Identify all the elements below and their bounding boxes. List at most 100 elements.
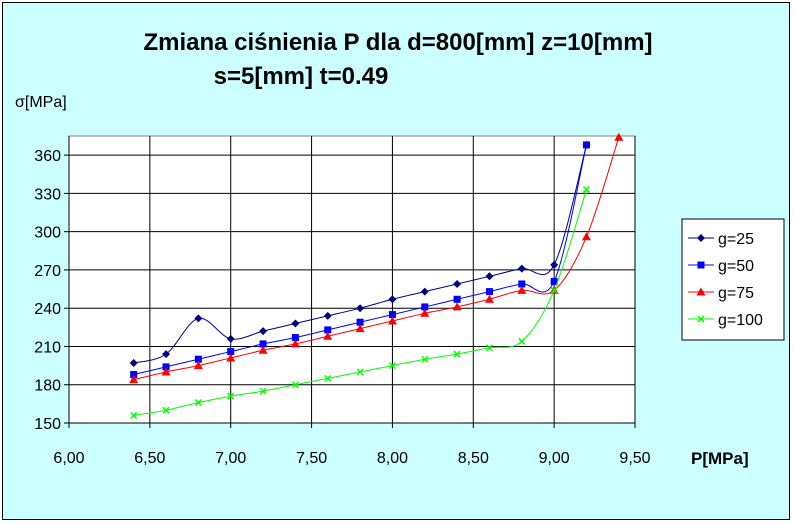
data-point <box>388 311 396 319</box>
data-point <box>421 303 429 311</box>
y-tick-label: 360 <box>34 148 61 165</box>
data-point <box>259 387 267 395</box>
x-tick-label: 6,00 <box>53 450 84 467</box>
data-point <box>485 344 493 352</box>
y-tick-label: 210 <box>34 339 61 356</box>
x-tick-label: 6,50 <box>134 450 165 467</box>
data-point <box>258 345 268 354</box>
data-point <box>130 411 138 419</box>
gridlines <box>64 136 636 428</box>
x-tick-label: 7,00 <box>215 450 246 467</box>
data-point <box>259 327 268 336</box>
plot-area <box>68 135 636 424</box>
legend-marker <box>697 261 705 269</box>
data-point <box>485 272 494 281</box>
series-2 <box>130 141 590 379</box>
data-point <box>130 371 138 379</box>
data-point <box>162 406 170 414</box>
data-point <box>421 355 429 363</box>
chart-title-line-2: s=5[mm] t=0.49 <box>214 63 389 90</box>
data-point <box>356 318 364 326</box>
data-point <box>484 294 494 303</box>
data-point <box>323 331 333 340</box>
data-point <box>387 316 397 325</box>
data-point <box>582 141 590 149</box>
legend-entry: g=75 <box>688 285 754 302</box>
x-axis-label: P[MPa] <box>691 449 749 468</box>
y-tick-label: 270 <box>34 263 61 280</box>
data-point <box>582 186 591 194</box>
data-point <box>290 339 300 348</box>
data-point <box>550 277 558 285</box>
series-line <box>133 137 620 381</box>
y-tick-label: 330 <box>34 186 61 203</box>
x-tick-label: 8,50 <box>458 450 489 467</box>
data-point <box>162 363 170 371</box>
legend-marker <box>697 315 705 323</box>
data-point <box>291 319 300 328</box>
data-point <box>129 375 139 384</box>
data-point <box>614 132 624 141</box>
data-point <box>227 392 235 400</box>
data-point <box>518 280 526 288</box>
legend-label: g=50 <box>718 258 754 275</box>
data-point <box>259 340 267 348</box>
x-tick-label: 7,50 <box>296 450 327 467</box>
legend-items: g=25 g=50 g=75 g=100 <box>688 231 763 329</box>
x-tick-label: 8,00 <box>377 450 408 467</box>
legend-entry: g=50 <box>688 258 754 275</box>
series-3 <box>129 132 624 384</box>
legend-entry: g=100 <box>688 312 763 329</box>
data-point <box>356 368 364 376</box>
data-point <box>452 302 462 311</box>
legend-label: g=25 <box>718 231 754 248</box>
data-point <box>485 288 493 296</box>
data-point <box>420 287 429 296</box>
line-chart: Zmiana ciśnienia P dla d=800[mm] z=10[mm… <box>15 29 785 468</box>
data-point <box>226 353 236 362</box>
y-tick-label: 300 <box>34 225 61 242</box>
data-point <box>193 361 203 370</box>
data-point <box>323 311 332 320</box>
y-axis-label: σ[MPa] <box>15 94 67 111</box>
data-point <box>517 264 526 273</box>
legend-marker <box>697 234 705 242</box>
data-point <box>194 355 202 363</box>
data-point <box>324 326 332 334</box>
x-tick-label: 9,50 <box>619 450 650 467</box>
data-point <box>129 359 138 368</box>
data-point <box>388 362 396 370</box>
data-point <box>550 286 558 294</box>
data-point <box>453 295 461 303</box>
data-point <box>194 314 203 323</box>
y-tick-label: 240 <box>34 301 61 318</box>
data-point <box>355 324 365 333</box>
data-point <box>388 295 397 304</box>
y-tick-label: 150 <box>34 416 61 433</box>
legend-entry: g=25 <box>688 231 754 248</box>
data-point <box>518 337 526 345</box>
data-point <box>550 260 559 269</box>
data-point <box>356 304 365 313</box>
data-point <box>453 279 462 288</box>
legend-label: g=75 <box>718 285 754 302</box>
data-point <box>161 367 171 376</box>
data-point <box>227 348 235 356</box>
data-point <box>517 285 527 294</box>
legend-marker <box>696 287 706 296</box>
series-group <box>129 132 624 419</box>
series-1 <box>129 140 591 368</box>
data-point <box>291 334 299 342</box>
data-point <box>226 334 235 343</box>
data-point <box>194 399 202 407</box>
legend: g=25 g=50 g=75 g=100 <box>681 218 785 341</box>
x-tick-label: 9,00 <box>539 450 570 467</box>
series-4 <box>130 186 591 419</box>
legend-label: g=100 <box>718 312 763 329</box>
data-point <box>324 374 332 382</box>
data-point <box>453 350 461 358</box>
tick-labels: 150 180 210 240 270 300 330 360 6,00 6,50 7,00 7,50… <box>34 148 650 467</box>
data-point <box>291 381 299 389</box>
data-point <box>581 232 591 241</box>
